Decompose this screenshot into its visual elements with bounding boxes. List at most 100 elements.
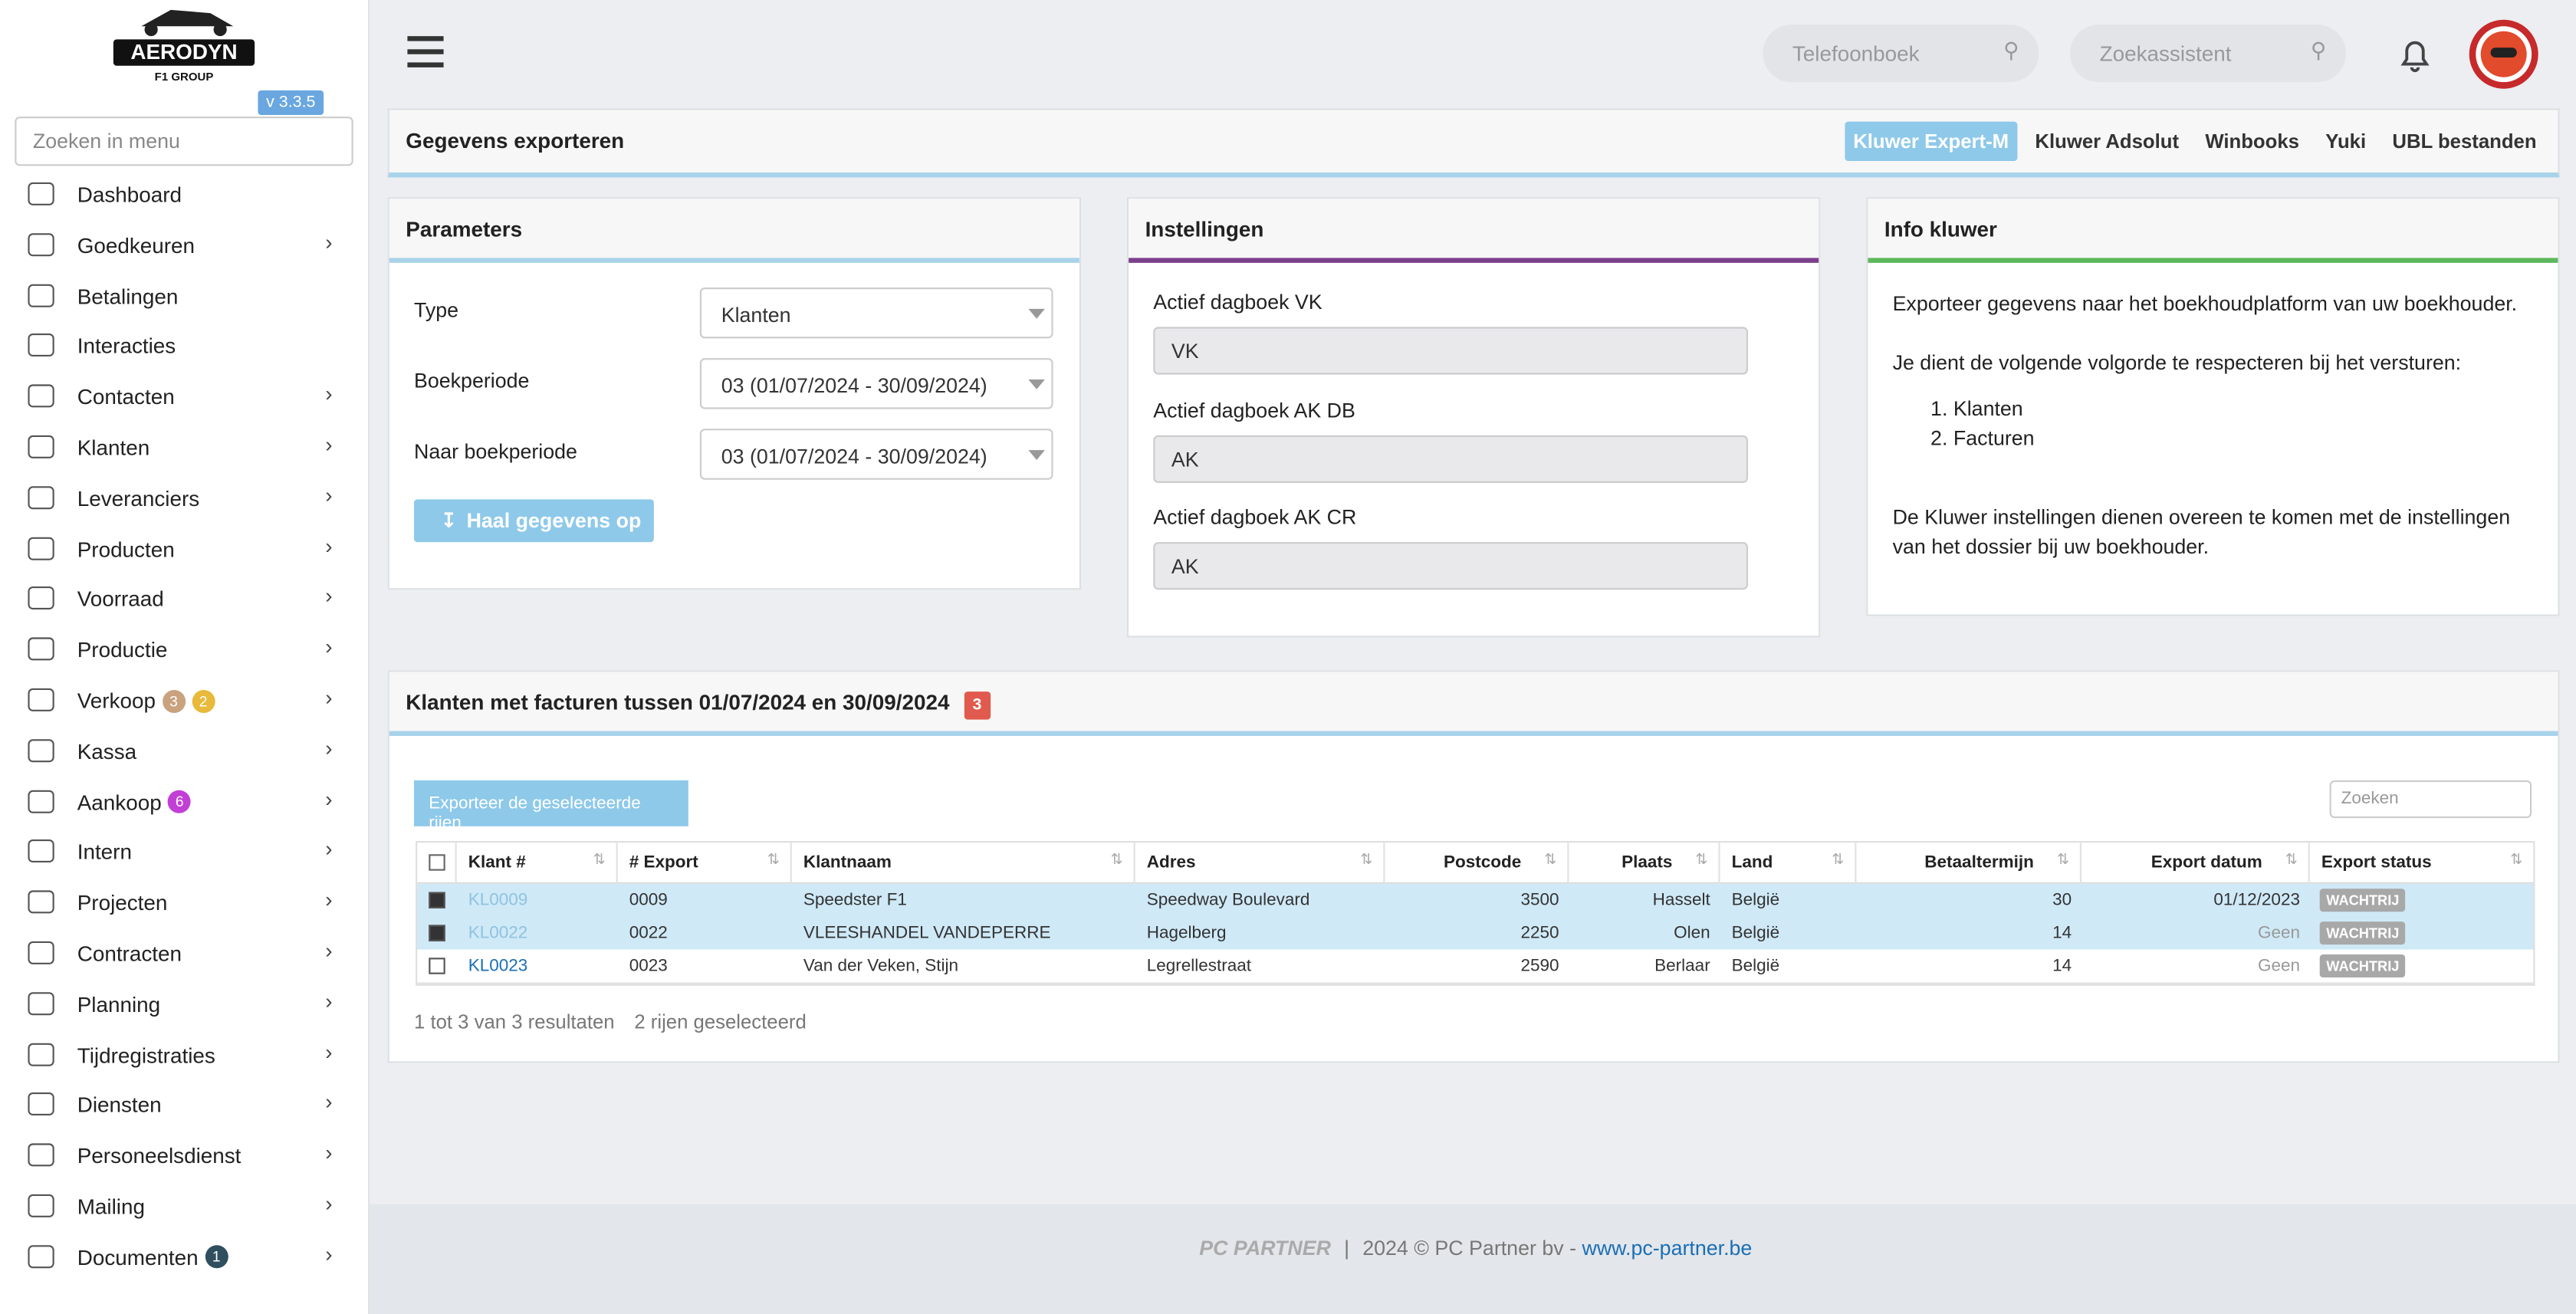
- menu-item[interactable]: Contracten ›: [0, 936, 368, 972]
- tab[interactable]: UBL bestanden: [2392, 130, 2537, 153]
- cell: Legrellestraat: [1146, 956, 1252, 976]
- bar: [407, 49, 444, 54]
- bar: [407, 62, 444, 67]
- select-all[interactable]: [429, 854, 445, 871]
- assistant-search[interactable]: Zoekassistent ⚲: [2070, 25, 2346, 83]
- result-info: 1 tot 3 van 3 resultaten 2 rijen geselect…: [414, 1010, 807, 1033]
- column-header[interactable]: Adres: [1146, 852, 1196, 872]
- sort-icon: ⇅: [2510, 851, 2523, 868]
- menu-item[interactable]: Verkoop 3 2 ›: [0, 683, 368, 719]
- column-header[interactable]: Klant #: [468, 852, 526, 872]
- menu-item[interactable]: Leveranciers ›: [0, 481, 368, 517]
- table-row[interactable]: KL0022 0022 VLEESHANDEL VANDEPERRE Hagelber…: [417, 916, 2534, 951]
- menu-item[interactable]: Dashboard: [0, 177, 368, 213]
- menu-text: Aankoop: [77, 789, 162, 814]
- menu-item[interactable]: Voorraad ›: [0, 582, 368, 618]
- menu-item[interactable]: Contacten ›: [0, 379, 368, 416]
- footer: PC PARTNER | 2024 © PC Partner bv - www.pc…: [370, 1204, 2576, 1314]
- menu-item[interactable]: Personeelsdienst ›: [0, 1138, 368, 1174]
- menu-item[interactable]: Productie ›: [0, 632, 368, 668]
- customer-link[interactable]: KL0009: [468, 890, 528, 911]
- search-icon: ⚲: [2003, 38, 2019, 63]
- menu-item[interactable]: Mailing ›: [0, 1189, 368, 1225]
- menu-text: Intern: [77, 839, 132, 865]
- sort-icon: ⇅: [593, 851, 606, 868]
- menu-item[interactable]: Planning ›: [0, 987, 368, 1023]
- cell: 0009: [629, 890, 668, 911]
- export-header: Gegevens exporteren Kluwer Expert-M Kluwe…: [387, 108, 2560, 178]
- menu-icon: [28, 333, 54, 357]
- menu-label: Producten: [77, 537, 175, 561]
- menu-item[interactable]: Goedkeuren ›: [0, 228, 368, 264]
- menu-item[interactable]: Diensten ›: [0, 1088, 368, 1124]
- table-row[interactable]: KL0009 0009 Speedster F1 Speedway Boulevard…: [417, 883, 2534, 918]
- cell: Speedster F1: [803, 890, 907, 911]
- info-body: Exporteer gegevens naar het boekhoudplat…: [1893, 289, 2534, 562]
- order-item: Facturen: [1953, 424, 2533, 454]
- version-badge: v 3.3.5: [258, 90, 324, 115]
- tab[interactable]: Kluwer Expert-M: [1845, 121, 2017, 161]
- cell: 14: [2052, 923, 2072, 943]
- column-header[interactable]: Export status: [2321, 852, 2432, 872]
- footer-brand: PC PARTNER: [1199, 1237, 1331, 1260]
- footer-link[interactable]: www.pc-partner.be: [1582, 1237, 1753, 1260]
- column-header[interactable]: # Export: [629, 852, 698, 872]
- export-button[interactable]: Exporteer de geselecteerde rijen: [414, 780, 688, 833]
- sort-icon: ⇅: [1360, 851, 1373, 868]
- customer-link[interactable]: KL0023: [468, 956, 528, 976]
- tab[interactable]: Kluwer Adsolut: [2035, 130, 2180, 153]
- select[interactable]: 03 (01/07/2024 - 30/09/2024): [699, 429, 1053, 480]
- select[interactable]: Klanten: [699, 287, 1053, 339]
- column-header[interactable]: Postcode: [1444, 852, 1522, 872]
- phonebook-search[interactable]: Telefoonboek ⚲: [1763, 25, 2039, 83]
- row-checkbox[interactable]: [429, 892, 445, 908]
- page-title: Gegevens exporteren: [406, 128, 625, 153]
- status-badge: WACHTRIJ: [2319, 921, 2406, 945]
- panel-title: Info kluwer: [1868, 199, 2558, 263]
- avatar[interactable]: [2468, 18, 2540, 90]
- column-header[interactable]: Land: [1731, 852, 1773, 872]
- logo-subtext: F1 GROUP: [155, 71, 214, 84]
- menu-item[interactable]: Projecten ›: [0, 885, 368, 921]
- column-header[interactable]: Betaaltermijn: [1924, 852, 2034, 872]
- field-label: Naar boekperiode: [414, 440, 577, 464]
- sort-icon: ⇅: [1695, 851, 1708, 868]
- column-header[interactable]: Export datum: [2150, 852, 2262, 872]
- menu-item[interactable]: Intern ›: [0, 835, 368, 871]
- notifications[interactable]: [2395, 34, 2434, 74]
- menu-item[interactable]: Kassa ›: [0, 734, 368, 770]
- hamburger[interactable]: [407, 36, 444, 67]
- fetch-button[interactable]: ↧ Haal gegevens op: [414, 499, 654, 543]
- cell: Speedway Boulevard: [1146, 890, 1310, 911]
- select[interactable]: 03 (01/07/2024 - 30/09/2024): [699, 358, 1053, 409]
- logo-wheel: [213, 23, 227, 37]
- table-search[interactable]: Zoeken: [2329, 780, 2532, 819]
- menu-item[interactable]: Aankoop 6 ›: [0, 784, 368, 820]
- menu-label: Leveranciers: [77, 486, 200, 511]
- info-intro: Exporteer gegevens naar het boekhoudplat…: [1892, 292, 2518, 316]
- column-header[interactable]: Plaats: [1622, 852, 1673, 872]
- menu-arrow: ›: [325, 1089, 333, 1115]
- menu-item[interactable]: Klanten ›: [0, 430, 368, 466]
- menu-text: Goedkeuren: [77, 232, 196, 258]
- menu-text: Projecten: [77, 890, 168, 915]
- customer-link[interactable]: KL0022: [468, 923, 528, 943]
- table-header: Klanten met facturen tussen 01/07/2024 e…: [389, 672, 2558, 736]
- row-checkbox[interactable]: [429, 958, 445, 974]
- tab[interactable]: Winbooks: [2205, 130, 2299, 153]
- menu-item[interactable]: Tijdregistraties ›: [0, 1037, 368, 1073]
- menu-item[interactable]: Producten ›: [0, 531, 368, 567]
- tab[interactable]: Yuki: [2325, 130, 2367, 153]
- row-checkbox[interactable]: [429, 925, 445, 941]
- separator: |: [1344, 1237, 1350, 1260]
- menu-item[interactable]: Betalingen: [0, 278, 368, 314]
- menu-search[interactable]: Zoeken in menu: [15, 117, 353, 166]
- table-row[interactable]: KL0023 0023 Van der Veken, Stijn Legrellest…: [417, 949, 2534, 984]
- menu-text: Leveranciers: [77, 485, 200, 511]
- menu-item[interactable]: Documenten 1 ›: [0, 1240, 368, 1276]
- menu-item[interactable]: Interacties: [0, 329, 368, 365]
- menu-label: Productie: [77, 638, 168, 662]
- table-header-row: Klant # ⇅ # Export ⇅ Klantnaam ⇅ Adres ⇅ Postcod…: [417, 843, 2534, 984]
- info-order: KlantenFacturen: [1893, 394, 2534, 453]
- column-header[interactable]: Klantnaam: [803, 852, 892, 872]
